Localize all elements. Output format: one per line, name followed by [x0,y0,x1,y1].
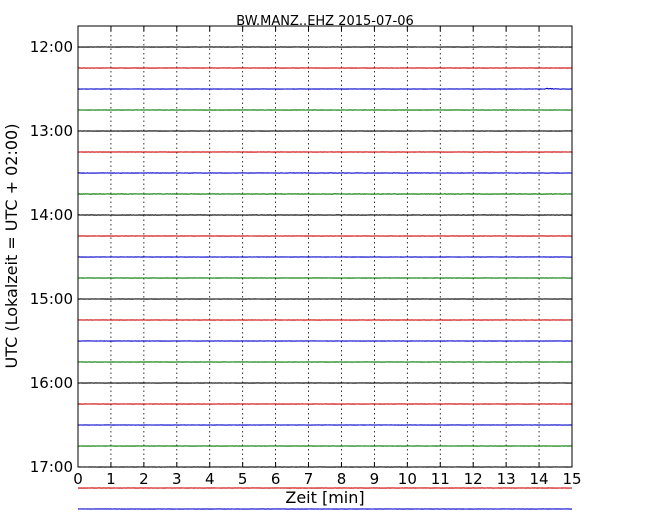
x-tick-label: 3 [172,470,182,488]
x-tick-label: 5 [238,470,248,488]
y-tick-label: 12:00 [30,38,73,56]
y-tick-label: 17:00 [30,458,73,476]
x-tick-label: 9 [370,470,380,488]
x-tick-label: 7 [304,470,314,488]
y-tick-label: 13:00 [30,122,73,140]
x-tick-label: 12 [464,470,483,488]
chart-title: BW.MANZ..EHZ 2015-07-06 [236,14,414,29]
x-tick-label: 2 [139,470,149,488]
x-tick-label: 1 [106,470,116,488]
y-tick-label: 14:00 [30,206,73,224]
x-tick-label: 13 [497,470,516,488]
x-tick-label: 11 [431,470,450,488]
x-tick-label: 0 [73,470,83,488]
y-tick-label: 16:00 [30,374,73,392]
y-axis-label: UTC (Lokalzeit = UTC + 02:00) [2,124,21,369]
x-tick-label: 14 [530,470,549,488]
x-tick-label: 4 [205,470,215,488]
x-tick-label: 15 [562,470,581,488]
x-tick-label: 8 [337,470,347,488]
x-tick-label: 6 [271,470,281,488]
y-tick-label: 15:00 [30,290,73,308]
x-axis-label: Zeit [min] [285,488,364,507]
x-tick-label: 10 [398,470,417,488]
